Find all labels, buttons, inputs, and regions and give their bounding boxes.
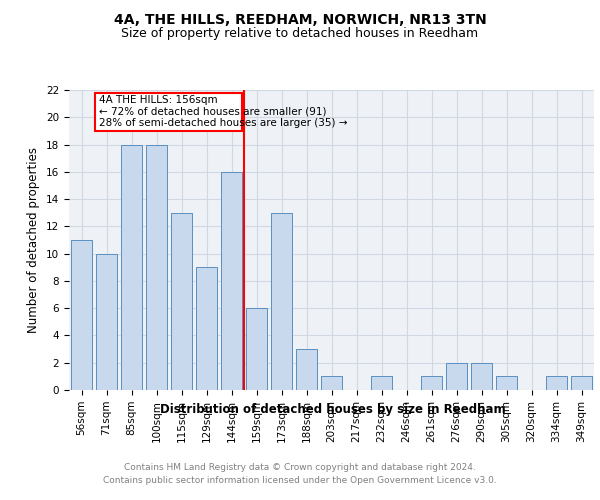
Bar — [321, 376, 342, 390]
Text: Distribution of detached houses by size in Reedham: Distribution of detached houses by size … — [160, 402, 506, 415]
Bar — [96, 254, 117, 390]
Bar — [446, 362, 467, 390]
Bar — [296, 349, 317, 390]
Y-axis label: Number of detached properties: Number of detached properties — [28, 147, 40, 333]
FancyBboxPatch shape — [95, 92, 241, 131]
Text: 4A, THE HILLS, REEDHAM, NORWICH, NR13 3TN: 4A, THE HILLS, REEDHAM, NORWICH, NR13 3T… — [113, 12, 487, 26]
Bar — [146, 144, 167, 390]
Text: 28% of semi-detached houses are larger (35) →: 28% of semi-detached houses are larger (… — [99, 118, 347, 128]
Text: Contains public sector information licensed under the Open Government Licence v3: Contains public sector information licen… — [103, 476, 497, 485]
Text: Contains HM Land Registry data © Crown copyright and database right 2024.: Contains HM Land Registry data © Crown c… — [124, 462, 476, 471]
Bar — [546, 376, 567, 390]
Text: 4A THE HILLS: 156sqm: 4A THE HILLS: 156sqm — [99, 95, 218, 105]
Bar — [71, 240, 92, 390]
Bar — [246, 308, 267, 390]
Bar — [221, 172, 242, 390]
Bar — [421, 376, 442, 390]
Bar — [171, 212, 192, 390]
Text: ← 72% of detached houses are smaller (91): ← 72% of detached houses are smaller (91… — [99, 106, 326, 117]
Bar — [571, 376, 592, 390]
Bar — [196, 268, 217, 390]
Bar — [271, 212, 292, 390]
Bar — [371, 376, 392, 390]
Bar — [121, 144, 142, 390]
Bar — [471, 362, 492, 390]
Text: Size of property relative to detached houses in Reedham: Size of property relative to detached ho… — [121, 28, 479, 40]
Bar — [496, 376, 517, 390]
